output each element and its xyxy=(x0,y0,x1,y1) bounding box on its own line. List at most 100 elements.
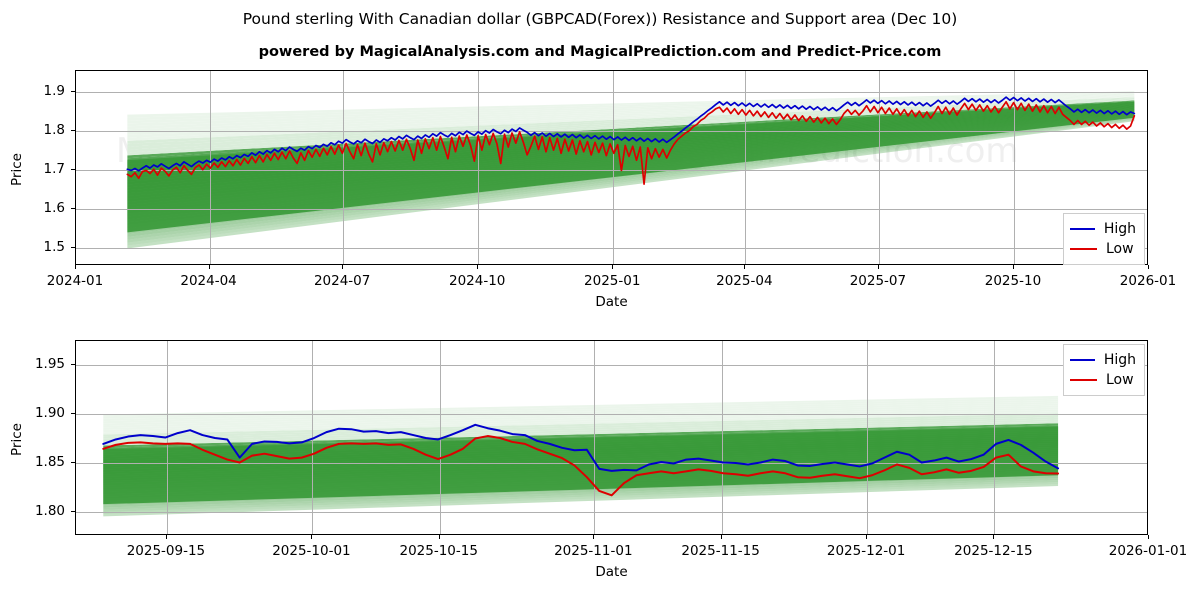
gridline-vertical xyxy=(1013,71,1015,264)
resistance-support-band xyxy=(103,395,1059,517)
x-axis-tick-label: 2025-12-01 xyxy=(826,543,906,559)
x-axis-tick-label: 2024-07 xyxy=(313,273,371,289)
x-tick xyxy=(165,535,167,539)
y-axis-title: Price xyxy=(9,152,25,186)
y-axis-tick-label: 1.80 xyxy=(34,503,65,520)
x-axis-tick-label: 2025-04 xyxy=(716,273,773,289)
price-series-group xyxy=(102,423,1060,497)
x-axis-tick-label: 2025-07 xyxy=(849,273,907,289)
x-tick xyxy=(877,265,879,269)
x-tick xyxy=(1148,535,1149,539)
chart-legend[interactable]: High Low xyxy=(1063,213,1145,265)
x-tick xyxy=(612,265,614,269)
x-axis-tick-label: 2025-10-01 xyxy=(272,543,351,559)
y-axis-tick-label: 1.9 xyxy=(43,83,65,100)
x-tick xyxy=(866,535,868,539)
legend-item-high[interactable]: High xyxy=(1070,219,1136,239)
gridline-vertical xyxy=(478,71,480,264)
x-tick xyxy=(438,535,440,539)
gridline-vertical xyxy=(994,341,996,534)
gridline-vertical xyxy=(867,341,869,534)
x-tick xyxy=(593,535,595,539)
chart-legend[interactable]: High Low xyxy=(1063,344,1145,396)
legend-line-swatch-high xyxy=(1070,228,1095,230)
legend-item-high[interactable]: High xyxy=(1070,350,1136,370)
legend-label: Low xyxy=(1106,241,1134,257)
gridline-horizontal xyxy=(76,209,1147,211)
gridline-vertical xyxy=(721,341,723,534)
gridline-vertical xyxy=(878,71,880,264)
x-axis-tick-label: 2024-10 xyxy=(448,273,506,289)
x-axis-tick-label: 2026-01-01 xyxy=(1108,543,1188,559)
y-tick xyxy=(71,208,75,210)
gridline-horizontal xyxy=(76,365,1147,367)
y-axis-tick-label: 1.6 xyxy=(43,200,65,217)
series-line-low xyxy=(102,435,1060,497)
x-axis-tick-label: 2024-04 xyxy=(180,273,237,289)
gridline-vertical xyxy=(745,71,747,264)
page-title: Pound sterling With Canadian dollar (GBP… xyxy=(242,10,958,28)
series-line-low xyxy=(126,100,1136,185)
legend-line-swatch-low xyxy=(1070,379,1097,381)
legend-item-low[interactable]: Low xyxy=(1070,239,1136,259)
legend-label: High xyxy=(1103,352,1136,368)
legend-label: High xyxy=(1103,221,1136,237)
gridline-horizontal xyxy=(76,170,1147,172)
x-tick xyxy=(477,265,479,269)
y-tick xyxy=(71,511,75,513)
gridline-vertical xyxy=(439,341,441,534)
x-tick xyxy=(208,265,210,269)
gridline-horizontal xyxy=(76,463,1147,465)
series-line-high xyxy=(126,96,1136,172)
x-axis-tick-label: 2025-11-01 xyxy=(554,543,633,559)
x-axis-title: Date xyxy=(595,564,628,580)
x-tick xyxy=(311,535,313,539)
x-tick xyxy=(1012,265,1014,269)
y-tick xyxy=(71,91,75,93)
zoom-plot-area: MagicalAnalysis.comMagicalPrediction.com xyxy=(75,340,1148,535)
legend-item-low[interactable]: Low xyxy=(1070,370,1136,390)
x-axis-tick-label: 2025-10 xyxy=(984,273,1042,289)
legend-line-swatch-high xyxy=(1070,359,1095,361)
x-tick xyxy=(744,265,746,269)
y-tick xyxy=(71,169,75,171)
x-axis-tick-label: 2025-11-15 xyxy=(681,543,760,559)
y-tick xyxy=(71,130,75,132)
gridline-vertical xyxy=(613,71,615,264)
x-tick xyxy=(720,535,722,539)
x-axis-tick-label: 2025-10-15 xyxy=(399,543,478,559)
y-axis-tick-label: 1.95 xyxy=(34,356,65,373)
gridline-horizontal xyxy=(76,131,1147,133)
y-axis-title: Price xyxy=(9,422,25,456)
legend-label: Low xyxy=(1106,372,1134,388)
x-axis-tick-label: 2026-01 xyxy=(1119,273,1177,289)
y-axis-tick-label: 1.7 xyxy=(43,161,65,178)
x-tick xyxy=(75,265,76,269)
y-tick xyxy=(71,462,75,464)
x-axis-tick-label: 2025-12-15 xyxy=(954,543,1033,559)
page-subtitle: powered by MagicalAnalysis.com and Magic… xyxy=(258,44,942,60)
x-tick xyxy=(342,265,344,269)
gridline-horizontal xyxy=(76,414,1147,416)
y-tick xyxy=(71,247,75,249)
y-axis-tick-label: 1.85 xyxy=(34,454,65,471)
x-axis-tick-label: 2025-09-15 xyxy=(126,543,206,559)
gridline-vertical xyxy=(594,341,596,534)
y-axis-tick-label: 1.5 xyxy=(43,239,65,256)
y-axis-tick-label: 1.8 xyxy=(43,122,65,139)
x-tick xyxy=(1148,265,1149,269)
price-series-group xyxy=(126,96,1136,185)
x-axis-tick-label: 2025-01 xyxy=(584,273,641,289)
gridline-horizontal xyxy=(76,92,1147,94)
legend-line-swatch-low xyxy=(1070,248,1097,250)
x-axis-tick-label: 2024-01 xyxy=(46,273,104,289)
overview-plot-area: MagicalAnalysis.comMagicalPrediction.com xyxy=(75,70,1148,265)
x-axis-title: Date xyxy=(595,294,628,310)
y-axis-tick-label: 1.90 xyxy=(34,405,65,422)
y-tick xyxy=(71,413,75,415)
gridline-horizontal xyxy=(76,248,1147,250)
x-tick xyxy=(993,535,995,539)
y-tick xyxy=(71,364,75,366)
